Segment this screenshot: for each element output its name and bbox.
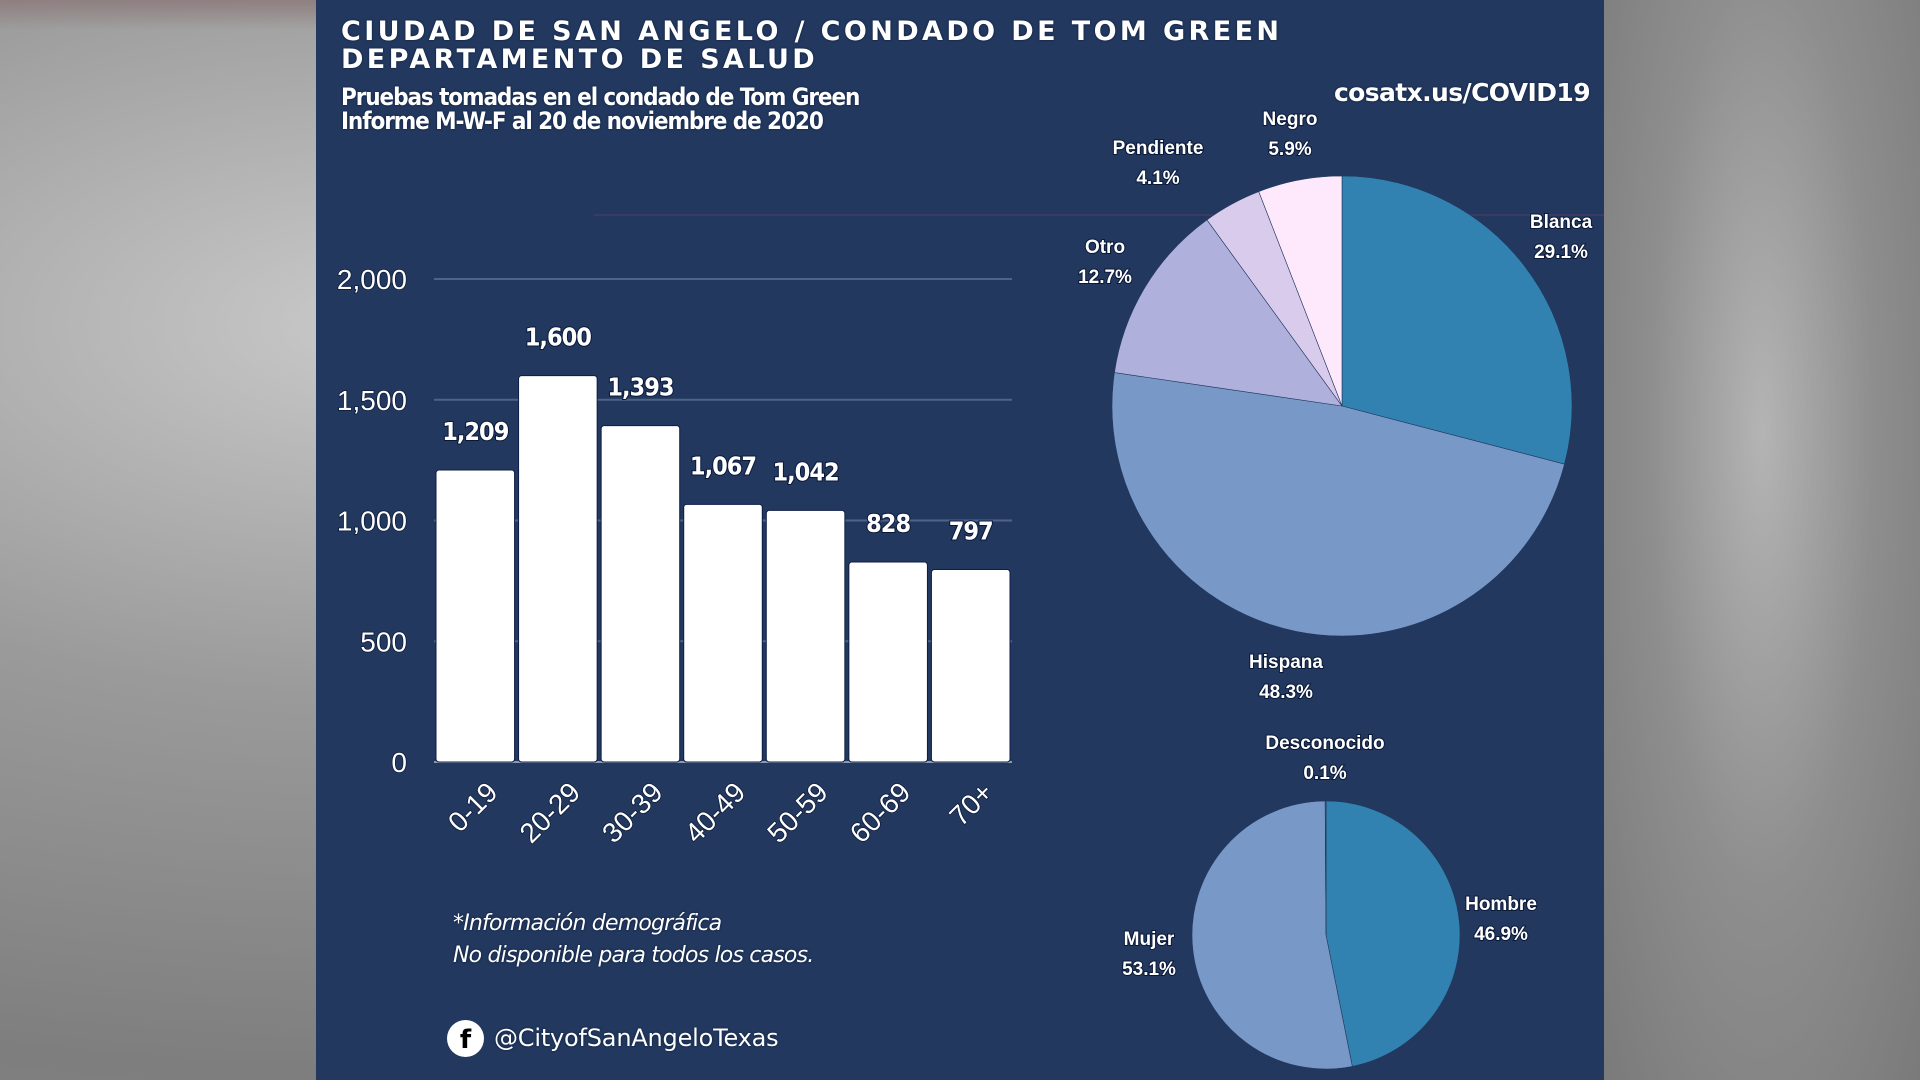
bar-x-tick-labels: 0-19 20-29 30-39 40-49 50-59 60-69 70+ xyxy=(441,776,999,850)
subtitle-line-1: Pruebas tomadas en el condado de Tom Gre… xyxy=(341,83,860,111)
x-tick-label: 40-49 xyxy=(679,776,752,849)
title-line-2: DEPARTAMENTO DE SALUD xyxy=(341,44,819,75)
facebook-link[interactable]: f @CityofSanAngeloTexas xyxy=(447,1019,779,1057)
pie-percent: 12.7% xyxy=(1078,267,1132,288)
y-tick-label: 500 xyxy=(360,626,407,657)
pie-label: Mujer xyxy=(1124,929,1175,950)
pie-label: Hombre xyxy=(1465,894,1537,915)
age-bar-chart: 0 500 1,000 1,500 2,000 1,209 1,600 1,393 1,067… xyxy=(336,263,1012,850)
pie-slice-blanca xyxy=(1341,175,1573,465)
pie-percent: 4.1% xyxy=(1136,168,1179,189)
website-link[interactable]: cosatx.us/COVID19 xyxy=(1333,78,1591,107)
pie-slice-hombre xyxy=(1325,800,1461,1067)
pie-label: Desconocido xyxy=(1265,733,1384,754)
pie-percent: 48.3% xyxy=(1259,682,1313,703)
bar-value-label: 1,209 xyxy=(442,417,508,446)
facebook-handle[interactable]: @CityofSanAngeloTexas xyxy=(494,1024,779,1052)
infographic-panel: CIUDAD DE SAN ANGELO / CONDADO DE TOM GR… xyxy=(316,0,1604,1080)
bar-value-label: 1,042 xyxy=(772,457,838,486)
charts-canvas: 0 500 1,000 1,500 2,000 1,209 1,600 1,393 1,067… xyxy=(336,108,1594,1070)
x-tick-label: 70+ xyxy=(943,776,999,832)
page-subtitle: Pruebas tomadas en el condado de Tom Gre… xyxy=(341,83,860,135)
bar xyxy=(518,375,598,763)
pie-percent: 29.1% xyxy=(1534,242,1588,263)
facebook-icon: f xyxy=(447,1019,484,1057)
title-line-1: CIUDAD DE SAN ANGELO / CONDADO DE TOM GR… xyxy=(341,16,1283,47)
y-tick-label: 1,000 xyxy=(337,506,407,537)
bar xyxy=(435,469,516,763)
bar xyxy=(930,569,1011,763)
footnote-line-1: *Información demográfica xyxy=(453,911,722,936)
footnote-line-2: No disponible para todos los casos. xyxy=(453,943,814,968)
bar-value-label: 1,393 xyxy=(607,373,673,402)
background-left xyxy=(0,0,316,30)
bar xyxy=(600,425,681,763)
y-tick-label: 0 xyxy=(391,747,407,778)
x-tick-label: 0-19 xyxy=(442,776,504,838)
subtitle-line-2: Informe M-W-F al 20 de noviembre de 2020 xyxy=(341,107,824,135)
bar xyxy=(765,509,846,763)
pie-label: Pendiente xyxy=(1113,138,1204,159)
x-tick-label: 60-69 xyxy=(844,776,917,849)
bar xyxy=(683,503,763,763)
background-right xyxy=(1604,0,1920,1080)
divider xyxy=(594,214,1604,216)
pie-label: Blanca xyxy=(1530,212,1593,233)
x-tick-label: 30-39 xyxy=(596,776,669,849)
bar-bars xyxy=(435,375,1011,763)
x-tick-label: 20-29 xyxy=(514,776,587,849)
pie-percent: 46.9% xyxy=(1474,924,1528,945)
gender-pie-chart: Hombre 46.9% Mujer 53.1% Desconocido 0.1% xyxy=(1121,732,1538,1070)
bar-value-labels: 1,209 1,600 1,393 1,067 1,042 828 797 xyxy=(441,322,994,547)
bar-y-tick-labels: 0 500 1,000 1,500 2,000 xyxy=(336,263,408,779)
race-pie-chart: Blanca 29.1% Hispana 48.3% Otro 12.7% Pendient… xyxy=(1077,108,1594,704)
pie-slice-otro xyxy=(1114,219,1343,407)
pie-label: Hispana xyxy=(1249,652,1323,673)
pie-percent: 53.1% xyxy=(1122,959,1176,980)
pie-percent: 0.1% xyxy=(1303,763,1346,784)
pie-slice-negro xyxy=(1258,175,1343,407)
bar-value-label: 1,600 xyxy=(525,323,591,352)
y-tick-label: 1,500 xyxy=(337,385,407,416)
pie-slice-hispana xyxy=(1111,372,1565,637)
x-tick-label: 50-59 xyxy=(761,776,834,849)
bar-value-label: 797 xyxy=(949,517,993,546)
pie-percent: 5.9% xyxy=(1268,139,1311,160)
y-tick-label: 2,000 xyxy=(337,264,407,295)
bar xyxy=(848,561,928,763)
pie-label: Otro xyxy=(1085,237,1125,258)
page-title: CIUDAD DE SAN ANGELO / CONDADO DE TOM GR… xyxy=(341,18,1282,74)
pie-slice-desconocido xyxy=(1324,800,1327,936)
bar-value-label: 1,067 xyxy=(690,451,756,480)
pie-label: Negro xyxy=(1263,109,1318,130)
demographic-footnote: *Información demográfica No disponible p… xyxy=(453,908,814,972)
bar-value-label: 828 xyxy=(866,509,910,538)
pie-slice-mujer xyxy=(1191,800,1353,1070)
